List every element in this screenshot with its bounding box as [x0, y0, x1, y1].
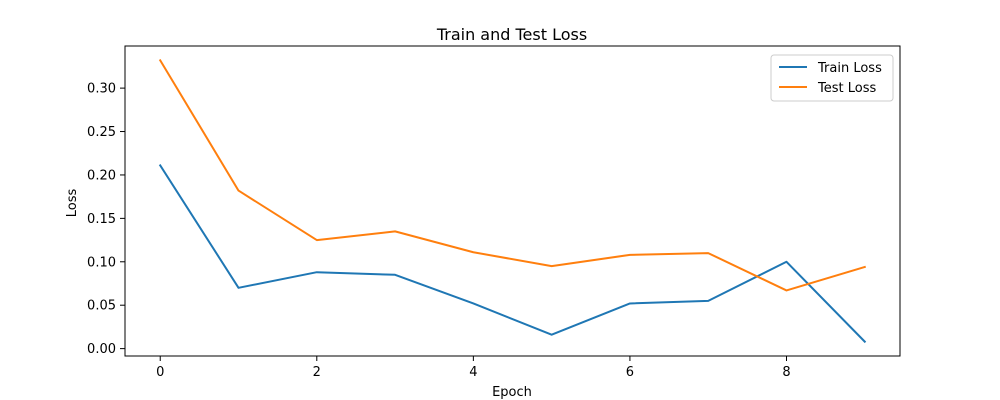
legend-label: Train Loss [817, 61, 882, 76]
legend: Train Loss Test Loss [770, 54, 894, 102]
chart-title: Train and Test Loss [436, 25, 587, 44]
y-axis: 0.00 0.05 0.10 0.15 0.20 0.25 0.30 [87, 82, 125, 357]
x-tick-label: 4 [469, 365, 477, 380]
x-axis: 0 2 4 6 8 [156, 356, 791, 380]
x-tick-label: 2 [313, 365, 321, 380]
plot-frame [124, 45, 901, 357]
x-tick-label: 0 [156, 365, 164, 380]
plot-lines [158, 58, 867, 344]
series-line-test-loss [158, 58, 867, 292]
y-tick-label: 0.15 [87, 212, 116, 227]
series-line-train-loss [158, 164, 867, 344]
y-tick-label: 0.20 [87, 168, 116, 183]
x-tick-label: 6 [626, 365, 634, 380]
y-tick-label: 0.05 [87, 299, 116, 314]
y-tick-label: 0.00 [87, 342, 116, 357]
legend-label: Test Loss [817, 81, 876, 96]
y-tick-label: 0.10 [87, 255, 116, 270]
x-axis-label: Epoch [492, 385, 532, 400]
y-tick-label: 0.25 [87, 125, 116, 140]
x-tick-label: 8 [782, 365, 790, 380]
y-tick-label: 0.30 [87, 82, 116, 97]
y-axis-label: Loss [65, 189, 80, 218]
